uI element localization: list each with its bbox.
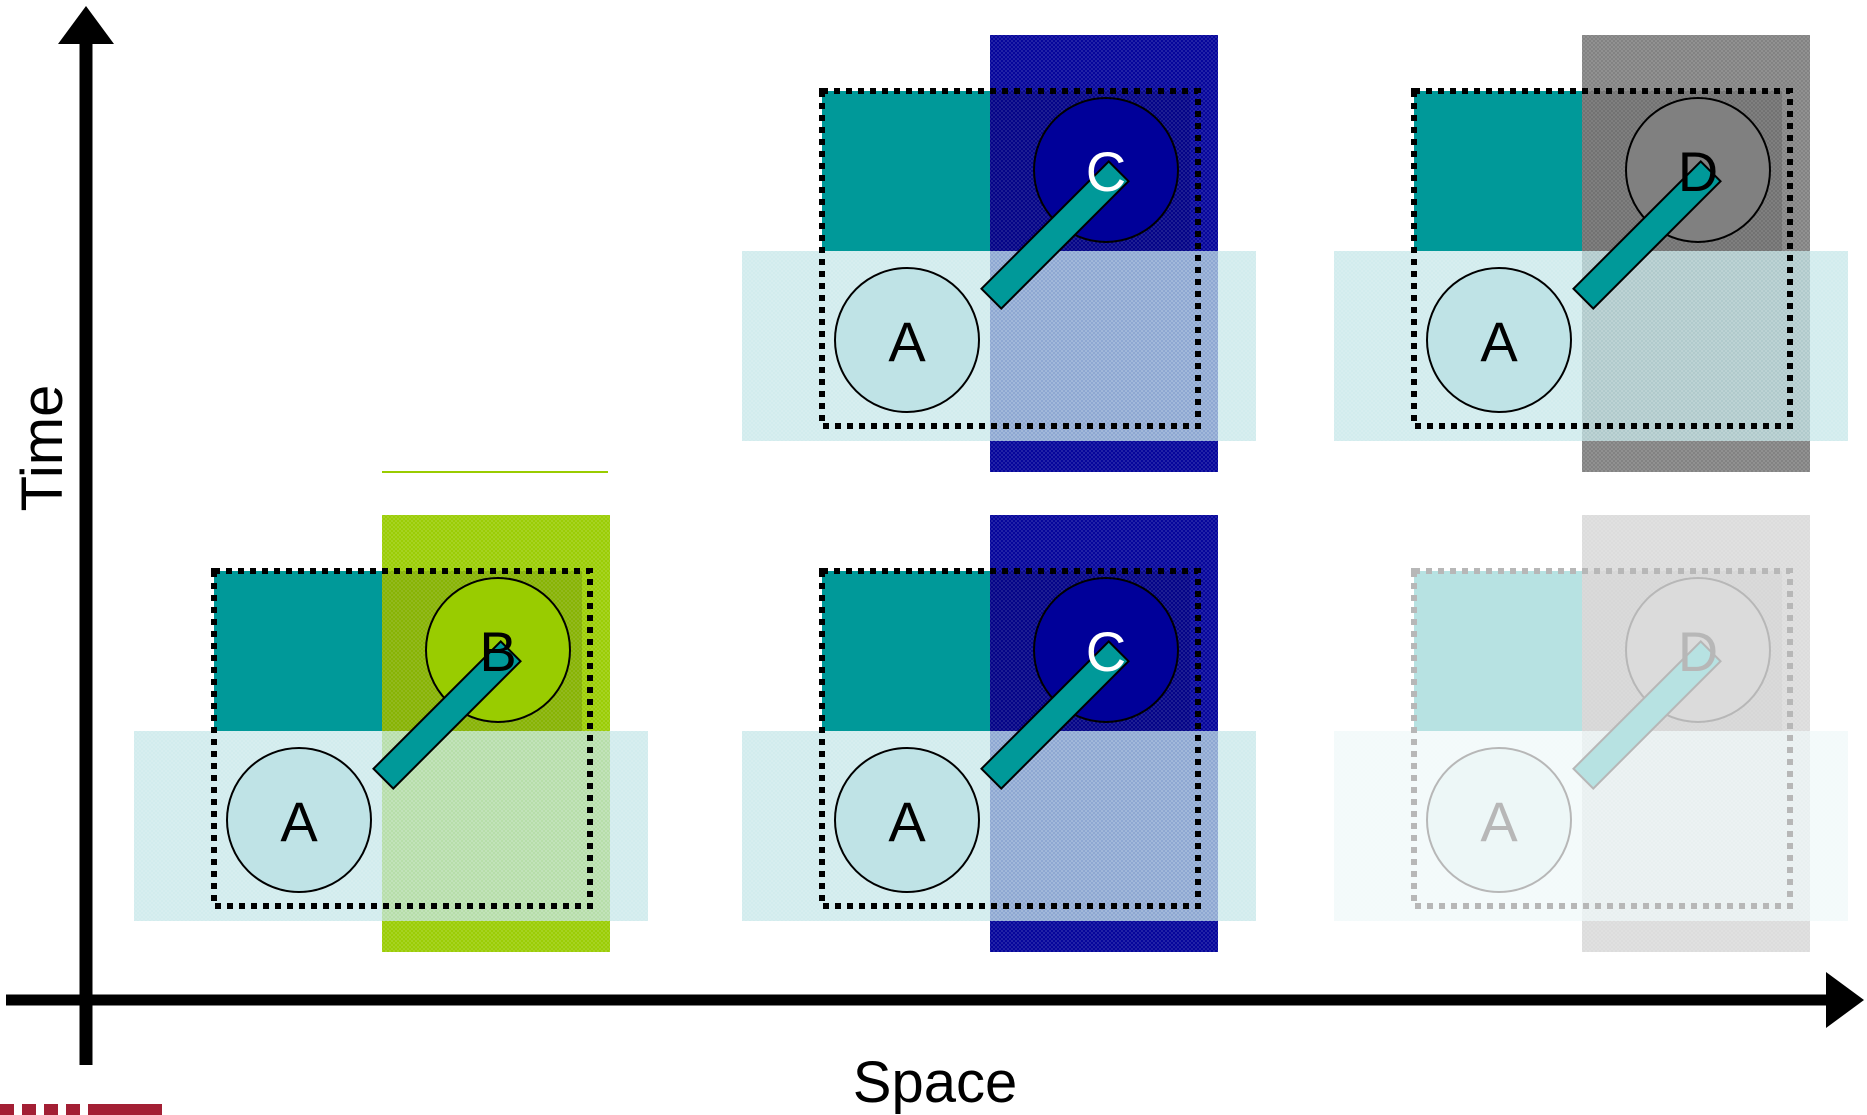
node-a-circle bbox=[834, 267, 980, 413]
node-a-label: A bbox=[1480, 310, 1518, 373]
dotted-boundary bbox=[1411, 568, 1793, 909]
connector-bar bbox=[1572, 640, 1722, 790]
axes: Time Space bbox=[6, 6, 1864, 1115]
shared-region-block bbox=[822, 91, 990, 251]
node-a-label: A bbox=[280, 790, 318, 853]
shared-region-block bbox=[822, 571, 990, 731]
space-axis-arrow-icon bbox=[1826, 972, 1864, 1028]
node-b-label: D bbox=[1678, 140, 1718, 203]
panel-ad-upper: AD bbox=[1334, 35, 1848, 472]
node-a-label: A bbox=[1480, 790, 1518, 853]
connector-bar bbox=[372, 640, 522, 790]
dotted-boundary bbox=[819, 88, 1201, 429]
node-b-label: D bbox=[1678, 620, 1718, 683]
x-axis-label: Space bbox=[853, 1050, 1017, 1115]
node-a-circle bbox=[834, 747, 980, 893]
node-a-label: A bbox=[888, 790, 926, 853]
connector-bar bbox=[980, 640, 1130, 790]
shared-region-block bbox=[1414, 571, 1582, 731]
panel-ac-upper: AC bbox=[742, 35, 1256, 472]
y-axis-label: Time bbox=[10, 385, 75, 512]
dotted-boundary bbox=[1411, 88, 1793, 429]
shared-region-block bbox=[1414, 91, 1582, 251]
shared-region-block bbox=[214, 571, 382, 731]
band-texture bbox=[1334, 731, 1848, 921]
panel-ab: AB bbox=[134, 515, 648, 952]
mit-logo-icon bbox=[0, 1104, 162, 1115]
dotted-boundary bbox=[211, 568, 593, 909]
connector-bar bbox=[1572, 160, 1722, 310]
node-a-circle bbox=[1426, 267, 1572, 413]
panel-ad-lower: AD bbox=[1334, 515, 1848, 952]
panel-ac-lower: AC bbox=[742, 515, 1256, 952]
dotted-boundary bbox=[819, 568, 1201, 909]
connector-bar bbox=[980, 160, 1130, 310]
node-a-circle bbox=[1426, 747, 1572, 893]
node-b-circle bbox=[1625, 577, 1771, 723]
node-a-circle bbox=[226, 747, 372, 893]
node-b-label: B bbox=[479, 620, 516, 683]
node-a-label: A bbox=[888, 310, 926, 373]
node-b-label: C bbox=[1086, 140, 1126, 203]
node-b-label: C bbox=[1086, 620, 1126, 683]
time-axis-arrow-icon bbox=[58, 6, 114, 44]
